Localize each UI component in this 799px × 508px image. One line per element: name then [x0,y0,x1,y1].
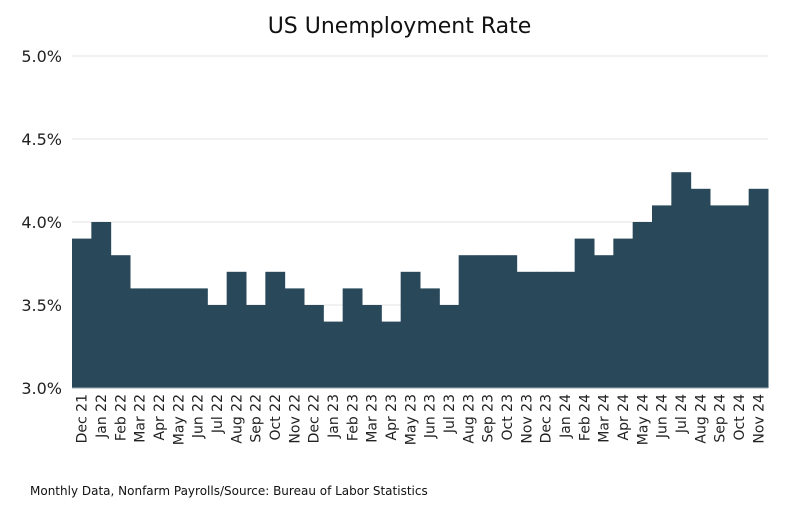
y-tick-label: 3.5% [21,296,62,315]
x-tick-label: Aug 23 [461,394,477,444]
x-tick-label: May 23 [403,394,419,445]
data-bar [652,205,672,388]
x-tick-label: Dec 23 [539,394,555,443]
x-tick-label: Sep 23 [481,394,497,443]
x-tick-label: Feb 22 [113,394,129,441]
x-tick-label: Oct 24 [732,394,748,441]
x-tick-label: Apr 24 [616,394,632,441]
data-bar [613,238,634,388]
x-tick-label: Sep 22 [249,394,265,443]
x-tick-label: Nov 22 [287,394,303,444]
data-bar [710,205,730,388]
x-tick-label: Jun 23 [423,394,439,439]
x-tick-label: Mar 23 [365,394,381,443]
x-tick-label: Jul 22 [210,394,226,434]
x-tick-label: Aug 24 [693,394,709,444]
x-tick-label: May 24 [635,394,651,445]
data-bar [342,288,363,388]
data-bar [168,288,189,388]
x-tick-label: Aug 22 [229,394,245,444]
x-tick-label: Nov 24 [751,394,767,444]
data-bar [536,271,556,388]
x-tick-label: Apr 22 [152,394,168,440]
x-tick-label: Jun 22 [191,394,207,439]
x-tick-label: Oct 22 [268,394,284,440]
data-bar [400,271,421,388]
chart-footnote: Monthly Data, Nonfarm Payrolls/Source: B… [30,484,428,498]
data-bar [323,321,344,388]
data-bar [458,255,479,388]
data-bar [149,288,170,388]
data-bar [265,271,286,388]
y-tick-label: 4.0% [21,213,62,232]
data-bar [729,205,750,388]
data-bar [207,305,228,388]
data-bar [555,271,576,388]
data-bar [420,288,440,388]
x-tick-label: Jun 24 [655,394,671,439]
y-tick-label: 3.0% [21,379,62,398]
data-bar [748,188,769,388]
x-tick-label: Feb 23 [345,394,361,441]
data-bar [226,271,247,388]
data-bar [304,305,324,388]
x-tick-label: May 22 [171,394,187,445]
x-tick-label: Oct 23 [500,394,516,440]
data-bar [671,172,692,388]
data-bar [632,222,653,388]
data-bar [246,305,266,388]
data-bar [110,255,131,388]
data-bar [516,271,537,388]
x-tick-label: Mar 24 [597,394,613,443]
x-tick-label: Jan 22 [94,394,110,439]
data-bar [381,321,402,388]
y-tick-label: 5.0% [21,47,62,66]
x-tick-label: Dec 21 [75,394,91,443]
data-bar [362,305,382,388]
x-tick-label: Mar 22 [133,394,149,443]
chart-title: US Unemployment Rate [267,14,532,39]
data-bar [574,238,595,388]
y-tick-label: 4.5% [21,130,62,149]
x-tick-label: Feb 24 [577,394,593,441]
x-tick-label: Sep 24 [713,394,729,443]
data-bar [284,288,305,388]
x-tick-label: Jul 23 [442,394,458,434]
data-bar [594,255,614,388]
x-tick-label: Jan 24 [558,394,574,439]
x-tick-label: Jan 23 [326,394,342,439]
x-tick-label: Apr 23 [384,394,400,440]
data-bar [188,288,208,388]
x-tick-label: Jul 24 [674,394,690,434]
data-bar [497,255,518,388]
x-tick-label: Dec 22 [307,394,323,443]
data-bar [478,255,498,388]
data-bar [690,188,711,388]
data-bar [439,305,460,388]
data-bar [130,288,150,388]
data-bar [72,238,92,388]
data-bar [91,222,112,388]
x-tick-label: Nov 23 [519,394,535,444]
